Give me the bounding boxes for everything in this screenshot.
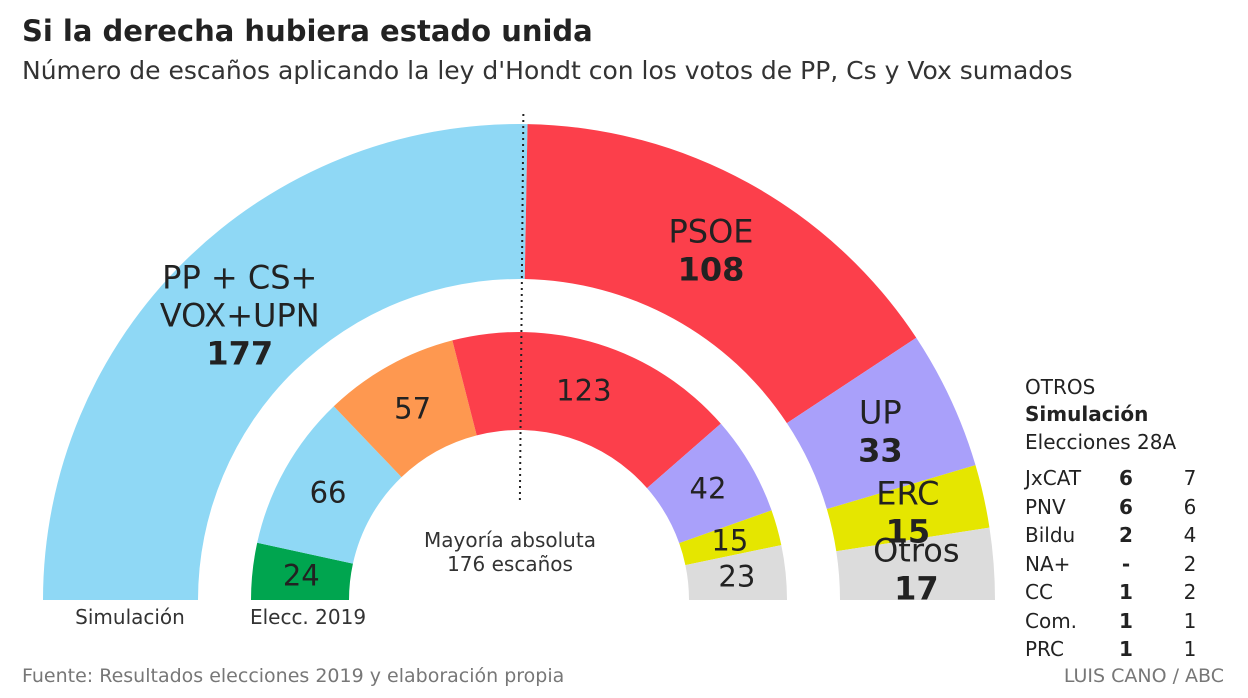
row-2019: 2: [1183, 551, 1197, 576]
segment-label: 57: [394, 391, 431, 426]
row-name: PNV: [1025, 494, 1066, 519]
segment-label: 24: [283, 559, 320, 594]
category-name: ERC: [876, 474, 940, 513]
row-2019: 7: [1183, 466, 1197, 490]
segment-label: Otros 17: [821, 531, 1011, 608]
credit: LUIS CANO / ABC: [1063, 665, 1224, 687]
segment: [836, 527, 995, 600]
segment: [685, 545, 787, 600]
row-name: CC: [1025, 580, 1053, 604]
row-2019: 1: [1183, 608, 1197, 633]
segment-label: PP + CS+ VOX+UPN 177: [145, 258, 335, 373]
segment: [786, 337, 976, 510]
value-label: 24: [282, 559, 320, 594]
category-name: PP + CS+ VOX+UPN: [159, 258, 320, 335]
row-sim: 1: [1119, 608, 1133, 633]
category-name: PSOE: [668, 212, 754, 251]
value-label: 33: [858, 431, 903, 470]
segment: [452, 332, 721, 489]
segment-label: 66: [310, 475, 347, 510]
segment: [43, 124, 528, 601]
segment: [826, 465, 990, 552]
segment-label: PSOE 108: [616, 212, 806, 289]
value-label: 23: [718, 560, 756, 595]
value-label: 123: [556, 373, 612, 408]
value-label: 17: [894, 569, 939, 608]
segment: [257, 406, 402, 564]
ring-label: Simulación: [75, 605, 185, 629]
title: Si la derecha hubiera estado unida: [22, 14, 593, 48]
row-sim: 2: [1119, 523, 1133, 547]
source: Fuente: Resultados elecciones 2019 y ela…: [22, 665, 565, 687]
value-label: 177: [206, 334, 274, 373]
row-2019: 1: [1183, 637, 1197, 661]
row-name: PRC: [1025, 637, 1064, 661]
segment-label: 23: [718, 560, 755, 595]
row-sim: 6: [1119, 494, 1133, 519]
majority-label: Mayoría absoluta 176 escaños: [424, 528, 596, 576]
row-name: JxCAT: [1025, 466, 1082, 490]
category-name: Otros: [873, 531, 960, 570]
segment: [524, 124, 917, 424]
majority-line: [518, 110, 525, 501]
value-label: 15: [885, 513, 931, 552]
segment-label: 42: [690, 472, 727, 507]
subtitle: Número de escaños aplicando la ley d'Hon…: [22, 56, 1073, 85]
value-label: 108: [677, 250, 745, 289]
table-col2: Elecciones 28A: [1025, 430, 1177, 454]
segment: [679, 510, 782, 566]
segment: [647, 423, 772, 544]
category-name: UP: [858, 393, 902, 432]
row-sim: 1: [1119, 637, 1133, 661]
row-2019: 2: [1183, 580, 1197, 604]
row-sim: -: [1121, 551, 1131, 576]
segment: [251, 542, 353, 600]
segment-label: 15: [711, 523, 748, 558]
table-title: OTROS: [1025, 375, 1096, 399]
row-sim: 1: [1119, 580, 1133, 604]
table-col1: Simulación: [1025, 402, 1149, 426]
value-label: 66: [309, 475, 347, 510]
value-label: 15: [711, 523, 749, 558]
row-name: Com.: [1025, 608, 1078, 633]
row-sim: 6: [1119, 466, 1133, 490]
row-2019: 6: [1183, 494, 1197, 519]
row-name: Bildu: [1025, 523, 1076, 547]
segment-label: ERC 15: [813, 475, 1003, 552]
ring-label: Elecc. 2019: [249, 605, 367, 629]
value-label: 42: [689, 471, 727, 506]
segment: [333, 340, 477, 478]
value-label: 57: [394, 391, 432, 426]
segment-label: UP 33: [785, 394, 975, 471]
row-2019: 4: [1183, 523, 1197, 547]
segment-label: 123: [556, 373, 611, 408]
row-name: NA+: [1025, 551, 1071, 576]
